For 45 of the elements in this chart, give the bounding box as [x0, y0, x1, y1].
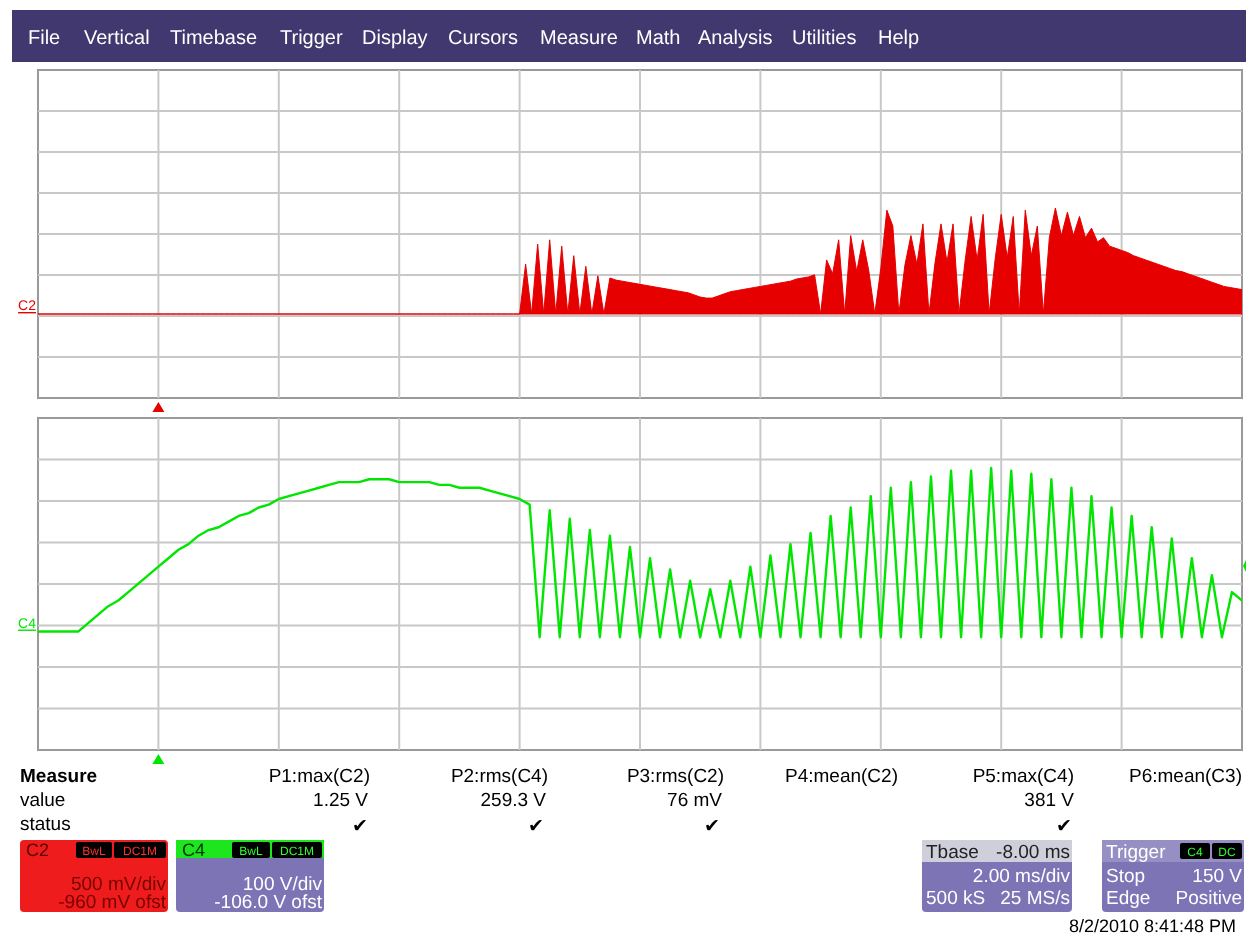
text: ✔ [528, 816, 544, 838]
text: Positive [1175, 888, 1242, 910]
text: 500 mV/div [70, 874, 167, 896]
text: Utilities [792, 28, 857, 50]
text: P2:rms(C4) [450, 766, 548, 788]
text: ✔ [704, 816, 720, 838]
text: -960 mV ofst [58, 892, 167, 914]
text: Stop [1106, 866, 1146, 888]
text: Timebase [170, 28, 258, 50]
text: Vertical [84, 28, 150, 50]
text: C4 [182, 840, 206, 860]
text: 1.25 V [313, 790, 370, 812]
text: Measure [20, 766, 98, 788]
text: -106.0 V ofst [214, 892, 323, 914]
text: Measure [540, 28, 619, 50]
text: P5:max(C4) [972, 766, 1074, 788]
text: 8/2/2010 8:41:48 PM [1068, 916, 1236, 936]
text: Analysis [698, 28, 773, 50]
text: status [20, 814, 72, 836]
text: P6:mean(C3) [1129, 766, 1242, 788]
text: 76 mV [667, 790, 724, 812]
text: -8.00 ms [996, 842, 1071, 864]
text: Tbase [926, 842, 979, 864]
text: Cursors [448, 28, 519, 50]
text: 381 V [1024, 790, 1076, 812]
text: Math [636, 28, 681, 50]
text: P1:max(C2) [268, 766, 370, 788]
text: Trigger [1106, 842, 1166, 864]
text: 500 kS [926, 888, 986, 910]
text: ✔ [1056, 816, 1072, 838]
text: 150 V [1192, 866, 1244, 888]
text: 2.00 ms/div [972, 866, 1071, 888]
text: ✔ [352, 816, 368, 838]
text: P4:mean(C2) [785, 766, 898, 788]
text: 25 MS/s [1000, 888, 1071, 910]
text: P3:rms(C2) [626, 766, 724, 788]
text: C2 [26, 840, 50, 860]
text: value [20, 790, 66, 812]
text: File [28, 28, 62, 50]
text: 259.3 V [480, 790, 548, 812]
text: Edge [1106, 888, 1151, 910]
text: Display [362, 28, 428, 50]
text: 100 V/div [242, 874, 323, 896]
text: Help [878, 28, 921, 50]
text: Trigger [280, 28, 344, 50]
